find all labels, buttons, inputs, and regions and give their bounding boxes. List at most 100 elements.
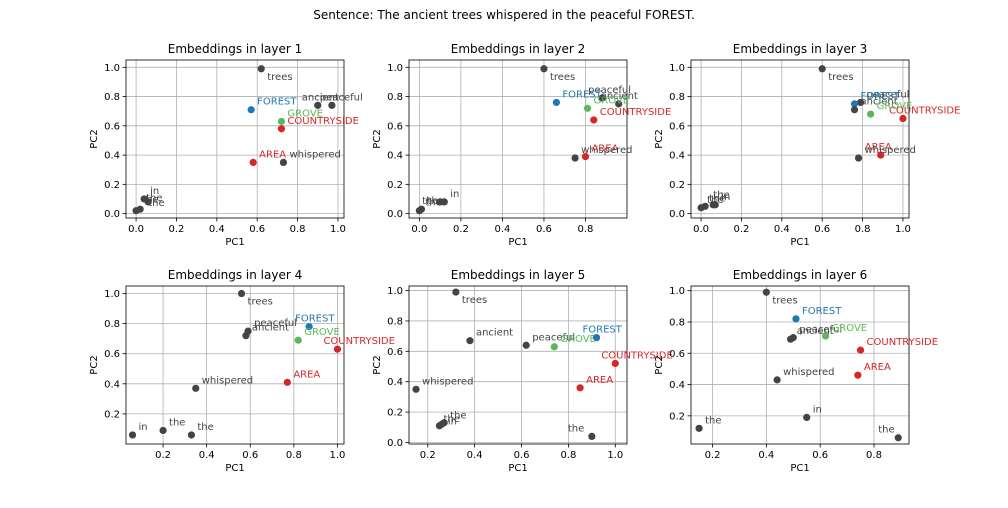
point-label: ancient: [252, 323, 289, 334]
y-axis-label: PC2: [372, 129, 383, 148]
point-label: the: [450, 411, 466, 422]
scatter-point: [598, 94, 606, 102]
axes-frame: [125, 59, 345, 219]
y-tick-label: 1.0: [104, 63, 120, 74]
point-label: ancient: [861, 97, 898, 108]
scatter-point: [247, 106, 255, 114]
x-tick-label: 0.8: [866, 450, 882, 461]
y-tick-label: 0.4: [104, 151, 120, 162]
point-label: peaceful: [867, 89, 910, 100]
scatter-point: [540, 65, 548, 73]
point-label: trees: [550, 72, 575, 83]
subplot-layer-1: 0.0 0.2 0.4 0.6 0.8 1.0 0.0 0.2 0.4 0.6 0.8 1.0 Embe…: [89, 42, 363, 248]
scatter-point: [850, 106, 859, 114]
y-axis-label: PC2: [89, 355, 100, 374]
subplot-title: Embeddings in layer 2: [451, 42, 585, 56]
scatter-point: [294, 336, 302, 344]
point-label: COUNTRYSIDE: [287, 116, 359, 127]
point-label: GROVE: [560, 334, 596, 345]
point-label: trees: [828, 72, 853, 83]
x-axis-label: PC1: [508, 237, 527, 248]
y-tick-label: 0.6: [104, 349, 120, 360]
point-label: FOREST: [802, 306, 842, 317]
axes-frame: [690, 59, 910, 219]
x-tick-label: 0.2: [734, 224, 750, 235]
point-label: in: [813, 404, 822, 415]
scatter-point: [899, 114, 907, 123]
x-tick-label: 0.6: [814, 224, 830, 235]
point-label: whispered: [422, 376, 473, 387]
y-tick-label: 0.6: [387, 347, 403, 358]
point-label: AREA: [864, 362, 891, 373]
point-label: FOREST: [562, 89, 602, 100]
x-tick-label: 0.4: [758, 450, 774, 461]
scatter-point: [877, 151, 885, 159]
scatter-point: [592, 334, 601, 342]
point-label: the: [146, 193, 162, 204]
scatter-point: [466, 337, 474, 345]
scatter-point: [818, 65, 826, 73]
scatter-point: [773, 376, 781, 384]
point-label: trees: [267, 72, 292, 83]
x-tick-label: 0.8: [855, 224, 871, 235]
point-label: GROVE: [877, 101, 913, 112]
point-label: in: [721, 192, 730, 203]
x-tick-label: 0.4: [494, 224, 510, 235]
point-label: the: [709, 193, 725, 204]
x-tick-label: 0.4: [209, 224, 225, 235]
y-tick-label: 0.8: [669, 317, 685, 328]
y-tick-label: 0.8: [104, 92, 120, 103]
scatter-point: [435, 422, 444, 430]
x-tick-label: 0.0: [411, 224, 427, 235]
point-label: peaceful: [532, 332, 575, 343]
y-tick-label: 0.4: [669, 151, 685, 162]
scatter-point: [279, 158, 288, 167]
x-axis-label: PC1: [508, 463, 527, 474]
point-label: the: [707, 195, 723, 206]
point-label: in: [139, 422, 148, 433]
x-tick-label: 1.0: [330, 450, 346, 461]
point-label: the: [197, 422, 213, 433]
scatter-point: [854, 371, 862, 379]
subplot-layer-2: 0.0 0.2 0.4 0.6 0.8 0.0 0.2 0.4 0.6 0.8 1.0 Embeddi…: [372, 42, 671, 248]
subplot-title: Embeddings in layer 6: [733, 268, 867, 282]
scatter-point: [283, 378, 291, 386]
scatter-point: [697, 204, 705, 212]
x-tick-label: 1.0: [895, 224, 911, 235]
axes-frame: [408, 285, 628, 445]
point-label: GROVE: [832, 323, 868, 334]
axes-frame: [125, 285, 345, 445]
scatter-point: [803, 413, 811, 422]
scatter-point: [583, 104, 592, 112]
point-label: FOREST: [583, 325, 623, 336]
y-tick-label: 0.2: [104, 409, 120, 420]
y-tick-label: 1.0: [104, 289, 120, 300]
point-label: ancient: [302, 92, 339, 103]
y-tick-label: 0.2: [387, 408, 403, 419]
point-label: ancient: [601, 91, 638, 102]
x-tick-label: 0.6: [812, 450, 828, 461]
x-tick-label: 0.6: [514, 450, 530, 461]
scatter-point: [590, 116, 598, 124]
x-tick-label: 0.4: [774, 224, 790, 235]
x-axis-label: PC1: [225, 463, 244, 474]
y-tick-label: 0.6: [387, 121, 403, 132]
subplot-layer-3: 0.0 0.2 0.4 0.6 0.8 1.0 0.0 0.2 0.4 0.6 0.8 1.0 Embe…: [654, 42, 960, 248]
y-tick-label: 0.4: [669, 380, 685, 391]
scatter-point: [615, 100, 623, 108]
point-label: the: [425, 198, 441, 209]
scatter-point: [159, 426, 167, 435]
x-tick-label: 0.2: [705, 450, 721, 461]
x-axis-label: PC1: [790, 463, 809, 474]
x-tick-label: 0.0: [128, 224, 144, 235]
point-label: AREA: [586, 375, 613, 386]
scatter-point: [412, 385, 420, 393]
scatter-point: [709, 201, 717, 209]
scatter-point: [571, 154, 579, 162]
point-label: the: [878, 425, 894, 436]
scatter-point: [522, 341, 530, 349]
point-label: AREA: [865, 142, 892, 153]
scatter-point: [242, 332, 250, 340]
point-label: in: [150, 186, 159, 197]
